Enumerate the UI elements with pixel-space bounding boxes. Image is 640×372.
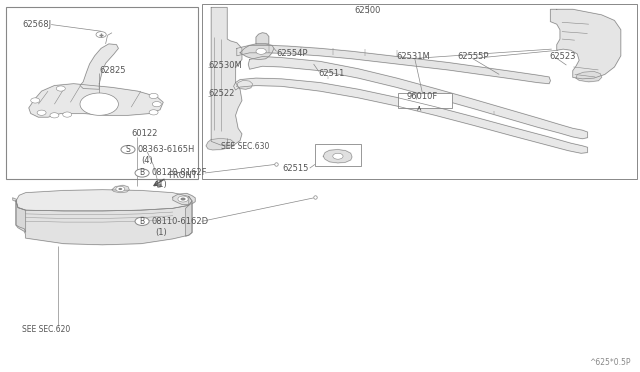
Circle shape — [96, 32, 106, 38]
Polygon shape — [206, 138, 234, 150]
Text: B: B — [140, 217, 145, 226]
Bar — [398, 93, 452, 108]
Text: 62523: 62523 — [549, 52, 575, 61]
Polygon shape — [248, 57, 588, 139]
Polygon shape — [173, 193, 195, 205]
Circle shape — [152, 102, 161, 107]
Text: 08363-6165H: 08363-6165H — [138, 145, 195, 154]
Text: 62530M: 62530M — [208, 61, 242, 70]
Polygon shape — [16, 190, 192, 211]
Polygon shape — [240, 44, 274, 60]
Circle shape — [135, 217, 149, 225]
Polygon shape — [237, 80, 253, 89]
Text: (1): (1) — [155, 180, 166, 189]
Text: (1): (1) — [155, 228, 166, 237]
Text: S: S — [125, 145, 131, 154]
Polygon shape — [256, 33, 269, 44]
Polygon shape — [16, 201, 192, 245]
Text: B: B — [140, 169, 145, 177]
Circle shape — [116, 186, 125, 192]
Circle shape — [135, 169, 149, 177]
Circle shape — [333, 153, 343, 159]
Text: (4): (4) — [141, 156, 152, 165]
Text: 08120-8162F: 08120-8162F — [152, 169, 207, 177]
Text: 62554P: 62554P — [276, 49, 308, 58]
Bar — [202, 4, 637, 179]
Circle shape — [50, 113, 59, 118]
Text: 62500: 62500 — [355, 6, 381, 15]
Polygon shape — [323, 150, 352, 163]
Circle shape — [121, 145, 135, 154]
Text: 60122: 60122 — [131, 129, 157, 138]
Circle shape — [56, 86, 65, 91]
Text: SEE SEC.630: SEE SEC.630 — [221, 142, 269, 151]
Circle shape — [80, 93, 118, 115]
Polygon shape — [234, 78, 588, 153]
Polygon shape — [237, 45, 550, 84]
Text: 62825: 62825 — [99, 66, 125, 75]
Text: 62568J: 62568J — [22, 20, 52, 29]
Text: FRONT: FRONT — [168, 171, 196, 180]
Circle shape — [256, 48, 266, 54]
Polygon shape — [80, 44, 118, 89]
Circle shape — [149, 93, 158, 99]
Polygon shape — [16, 201, 26, 232]
Circle shape — [63, 112, 72, 117]
Polygon shape — [186, 196, 192, 236]
Text: SEE SEC.620: SEE SEC.620 — [22, 325, 70, 334]
Text: 62555P: 62555P — [458, 52, 489, 61]
Text: 62511: 62511 — [319, 69, 345, 78]
Polygon shape — [576, 71, 602, 82]
Polygon shape — [29, 84, 163, 117]
Circle shape — [118, 188, 122, 190]
Text: 62522: 62522 — [208, 89, 234, 98]
Text: ^625*0.5P: ^625*0.5P — [589, 358, 630, 367]
Polygon shape — [13, 198, 17, 202]
Circle shape — [37, 110, 46, 115]
Polygon shape — [112, 185, 129, 193]
Circle shape — [180, 198, 186, 201]
Polygon shape — [550, 9, 621, 79]
Text: 08110-6162D: 08110-6162D — [152, 217, 209, 226]
Circle shape — [178, 196, 188, 202]
Text: 62531M: 62531M — [397, 52, 431, 61]
Text: 96010F: 96010F — [406, 92, 438, 101]
Bar — [6, 7, 198, 179]
Circle shape — [149, 110, 158, 115]
Circle shape — [31, 98, 40, 103]
Text: 62515: 62515 — [282, 164, 308, 173]
Bar — [315, 144, 361, 166]
Polygon shape — [211, 7, 242, 145]
